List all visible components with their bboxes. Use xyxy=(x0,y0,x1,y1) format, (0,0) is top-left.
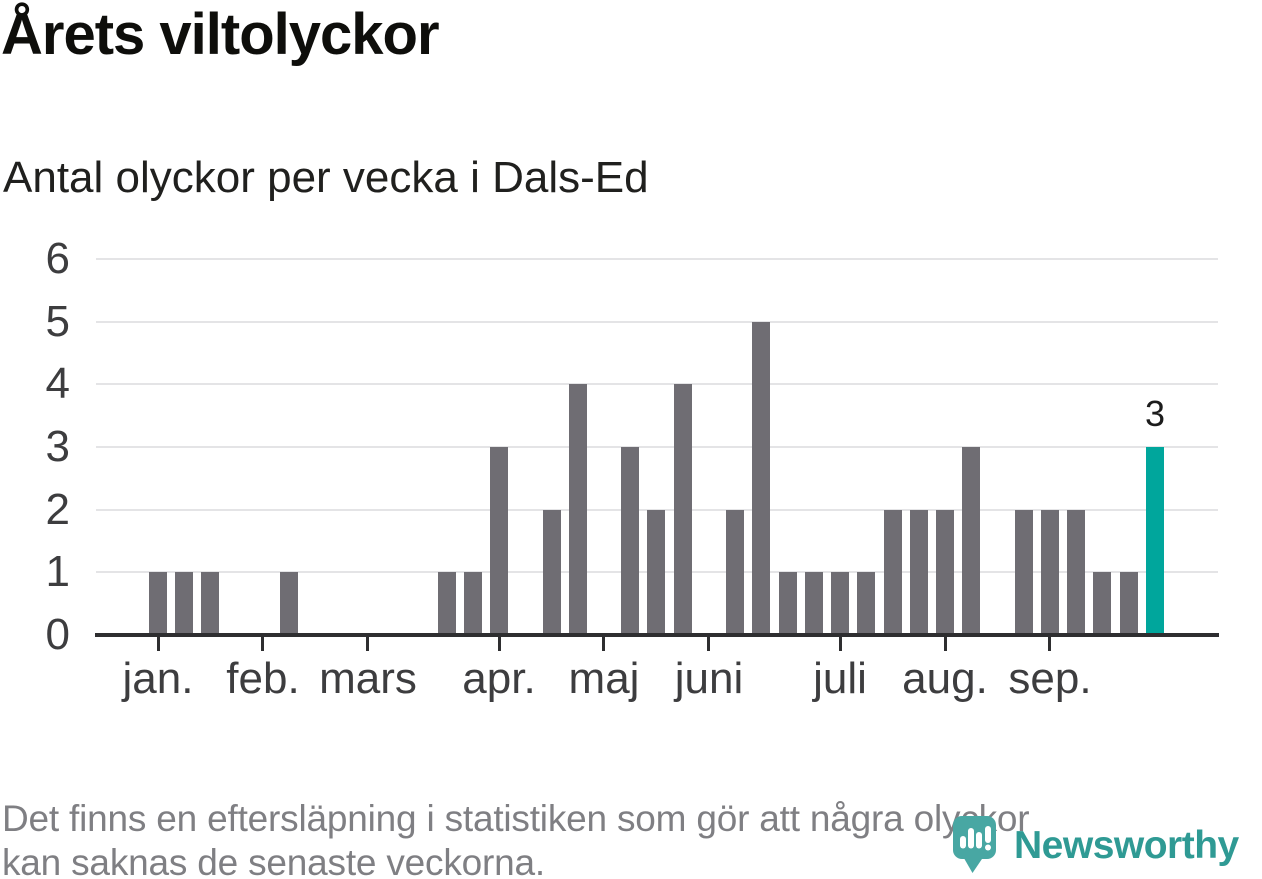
month-tick xyxy=(707,637,710,651)
y-axis-label: 2 xyxy=(45,485,70,534)
y-axis-label: 6 xyxy=(45,234,70,283)
month-tick xyxy=(602,637,605,651)
bar xyxy=(1120,572,1138,635)
bar xyxy=(674,384,692,635)
month-label: sep. xyxy=(1008,654,1092,703)
month-tick xyxy=(157,637,160,651)
bar xyxy=(1015,510,1033,635)
bar xyxy=(805,572,823,635)
bar xyxy=(175,572,193,635)
bar xyxy=(1041,510,1059,635)
y-axis-label: 5 xyxy=(45,297,70,346)
bar xyxy=(464,572,482,635)
month-tick xyxy=(261,637,264,651)
bar xyxy=(857,572,875,635)
bar xyxy=(543,510,561,635)
bar xyxy=(1093,572,1111,635)
bar xyxy=(1067,510,1085,635)
footer-note: Det finns en eftersläpning i statistiken… xyxy=(2,798,1030,879)
bar xyxy=(752,322,770,636)
y-axis-label: 3 xyxy=(45,422,70,471)
bar xyxy=(621,447,639,635)
month-label: jan. xyxy=(122,654,194,703)
bar xyxy=(149,572,167,635)
month-label: mars xyxy=(319,654,417,703)
month-label: feb. xyxy=(226,654,300,703)
month-tick xyxy=(1048,637,1051,651)
month-tick xyxy=(944,637,947,651)
month-tick xyxy=(498,637,501,651)
bar xyxy=(962,447,980,635)
bar xyxy=(831,572,849,635)
bar xyxy=(936,510,954,635)
month-tick xyxy=(366,637,369,651)
month-tick xyxy=(839,637,842,651)
bar xyxy=(910,510,928,635)
x-axis-line xyxy=(95,633,1219,637)
bar xyxy=(280,572,298,635)
bar xyxy=(438,572,456,635)
month-label: apr. xyxy=(462,654,536,703)
bar xyxy=(569,384,587,635)
month-label: juli xyxy=(813,654,867,703)
y-axis-label: 4 xyxy=(45,359,70,408)
month-label: aug. xyxy=(902,654,988,703)
highlighted-bar xyxy=(1146,447,1164,635)
gridline xyxy=(96,321,1218,323)
y-axis-label: 1 xyxy=(45,547,70,596)
chart-subtitle: Antal olyckor per vecka i Dals-Ed xyxy=(3,153,649,202)
bar xyxy=(201,572,219,635)
gridline xyxy=(96,258,1218,260)
month-label: maj xyxy=(568,654,640,703)
bar xyxy=(726,510,744,635)
y-axis-label: 0 xyxy=(45,610,70,659)
bar xyxy=(884,510,902,635)
chart-title: Årets viltolyckor xyxy=(1,2,440,67)
bar-value-label: 3 xyxy=(1144,393,1166,434)
bar xyxy=(647,510,665,635)
month-label: juni xyxy=(674,654,744,703)
gridline xyxy=(96,446,1218,448)
gridline xyxy=(96,383,1218,385)
bar xyxy=(779,572,797,635)
bar xyxy=(490,447,508,635)
